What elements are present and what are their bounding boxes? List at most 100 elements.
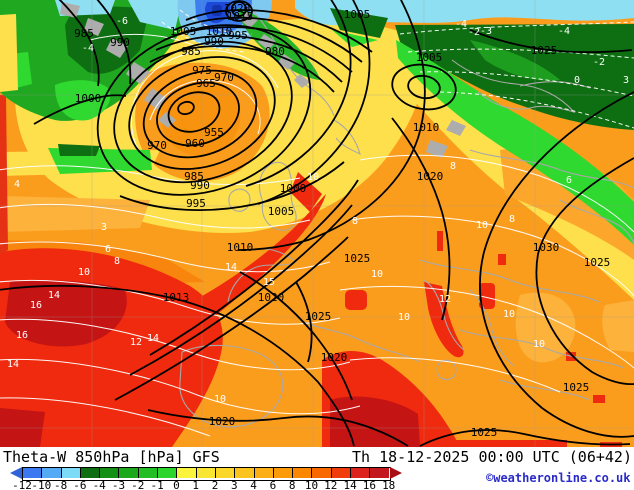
isobar-label: 995 xyxy=(228,29,248,42)
isobar-label: 955 xyxy=(204,126,224,139)
theta-w-label: 10 xyxy=(503,309,515,320)
colorbar-tick: -3 xyxy=(111,479,126,490)
isobar-label: 1025 xyxy=(305,310,332,323)
theta-w-label: 16 xyxy=(30,300,42,311)
colorbar-tick: 3 xyxy=(230,479,238,490)
copyright-link[interactable]: ©weatheronline.co.uk xyxy=(486,471,631,485)
theta-w-label: 10 xyxy=(307,172,319,183)
colorbar-segment xyxy=(351,468,371,478)
colorbar-segment xyxy=(196,468,216,478)
isobar-label: 1013 xyxy=(163,291,190,304)
isobar-label: 1025 xyxy=(563,381,590,394)
colorbar-tick: 0 xyxy=(173,479,180,490)
colorbar-segment xyxy=(293,468,313,478)
colorbar-segment xyxy=(370,468,389,478)
isobar-label: 1020 xyxy=(321,351,348,364)
theta-w-label: -4 xyxy=(455,19,467,30)
isobar-label: 1000 xyxy=(280,182,307,195)
isobar-label: 985 xyxy=(74,27,94,40)
theta-w-label: -4 xyxy=(82,43,94,54)
theta-w-label: 12 xyxy=(130,337,142,348)
theta-w-label: 15 xyxy=(263,277,275,288)
isobar-label: 970 xyxy=(147,139,167,152)
colorbar-segment xyxy=(177,468,197,478)
isobar-label: 1015 xyxy=(227,10,254,23)
theta-w-label: 6 xyxy=(566,175,572,186)
coastline-layer xyxy=(179,7,634,428)
isobar-label: 980 xyxy=(265,45,285,58)
theta-w-label: 8 xyxy=(450,161,456,172)
colorbar-left-arrow xyxy=(10,467,22,479)
colorbar-segment xyxy=(23,468,43,478)
theta-w-label: 10 xyxy=(78,267,90,278)
weather-map: 985 990 1000 1020 1015 1005 1010 995 990 985 980 97… xyxy=(0,0,634,447)
theta-w-label: 10 xyxy=(371,269,383,280)
colorbar-tick: 8 xyxy=(288,479,296,490)
colorbar-tick: -2 xyxy=(131,479,145,490)
colorbar-tick: 16 xyxy=(362,479,377,490)
colorbar-tick: 6 xyxy=(269,479,277,490)
isobar-label: 1005 xyxy=(268,205,295,218)
isobar-label: 1020 xyxy=(258,291,285,304)
colorbar-tick: 10 xyxy=(304,479,319,490)
colorbar-segment xyxy=(100,468,120,478)
colorbar-tick: -8 xyxy=(53,479,68,490)
colorbar-scale xyxy=(22,467,391,481)
colorbar-segment xyxy=(138,468,159,478)
colorbar-tick: -10 xyxy=(31,479,52,490)
isobar-label: 1030 xyxy=(533,241,560,254)
colorbar-segment xyxy=(80,468,101,478)
theta-w-label: 10 xyxy=(214,394,226,405)
theta-w-label: 8 xyxy=(509,214,515,225)
colorbar-segment xyxy=(119,468,139,478)
theta-w-label: 0 xyxy=(574,75,580,86)
colorbar-tick: 4 xyxy=(250,479,257,490)
theta-w-label: -6 xyxy=(116,16,128,27)
isobar-label: 990 xyxy=(190,179,210,192)
theta-w-label: 14 xyxy=(48,290,60,301)
isobar-label: 970 xyxy=(214,71,234,84)
theta-w-label: 16 xyxy=(16,330,28,341)
isobar-label: 975 xyxy=(192,64,212,77)
colorbar-tick: 2 xyxy=(211,479,219,490)
map-datetime: Th 18-12-2025 00:00 UTC (06+42) xyxy=(352,448,632,466)
isobar-label: 1020 xyxy=(224,2,251,15)
colorbar-segment xyxy=(273,468,294,478)
colorbar-tick: -6 xyxy=(73,479,87,490)
isobar-label: 995 xyxy=(186,197,206,210)
theta-w-label: -3 xyxy=(480,26,492,37)
colorbar-segment xyxy=(42,468,62,478)
map-title: Theta-W 850hPa [hPa] GFS xyxy=(3,448,220,466)
theta-w-label: 10 xyxy=(476,220,488,231)
theta-w-label: -2 xyxy=(468,27,480,38)
colorbar-tick: -12 xyxy=(12,479,32,490)
colorbar-tick: 18 xyxy=(382,479,396,490)
isobar-label: 990 xyxy=(204,35,224,48)
isobar-label: 1010 xyxy=(206,25,233,38)
colorbar-tick: -1 xyxy=(150,479,164,490)
isobar-label: 1025 xyxy=(584,256,611,269)
isobar-label: 1005 xyxy=(170,25,197,38)
colorbar-tick: 12 xyxy=(324,479,338,490)
theta-w-label: 4 xyxy=(14,179,20,190)
isobar-label: 965 xyxy=(196,77,216,90)
isobar-label: 985 xyxy=(184,170,204,183)
isobar-label: 1005 xyxy=(416,51,443,64)
colorbar: -12 -10 -8 -6 -4 -3 -2 -1 0 1 2 3 4 6 8 10 12 14 16 18 xyxy=(10,467,420,490)
map-fill-layer xyxy=(0,0,634,447)
isobar-label: 1025 xyxy=(344,252,371,265)
theta-w-label: 3 xyxy=(101,222,107,233)
isobar-label: 990 xyxy=(110,36,130,49)
isobar-label: 1005 xyxy=(344,8,371,21)
colorbar-segment xyxy=(312,468,332,478)
isobar-label: 1020 xyxy=(209,415,236,428)
isobar-label: 1020 xyxy=(417,170,444,183)
theta-w-label: 14 xyxy=(7,359,19,370)
theta-w-label: 3 xyxy=(623,75,629,86)
isobar-label: 1010 xyxy=(227,241,254,254)
colorbar-segment xyxy=(254,468,274,478)
theta-w-label: 8 xyxy=(114,256,120,267)
